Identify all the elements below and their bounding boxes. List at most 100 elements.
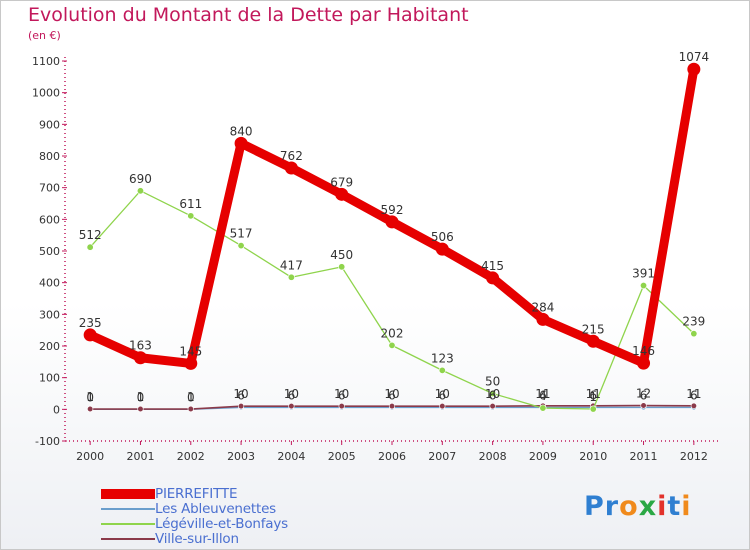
data-point (237, 242, 245, 250)
data-label: 6 (438, 388, 446, 402)
data-label: 11 (686, 387, 701, 401)
data-label: 6 (489, 388, 497, 402)
logo-letter: t (667, 491, 682, 522)
data-label: 517 (230, 227, 253, 241)
data-point (539, 404, 547, 412)
data-point (489, 403, 496, 410)
data-label: 1 (187, 390, 195, 404)
data-label: 50 (485, 375, 500, 389)
logo-letter: i (681, 491, 692, 522)
series-pierrefitte (83, 62, 701, 370)
data-label: 284 (531, 300, 554, 314)
data-label: 6 (237, 388, 245, 402)
logo-letter: o (619, 491, 639, 522)
data-label: 417 (280, 258, 303, 272)
data-label: 163 (129, 339, 152, 353)
data-label: 0 (187, 390, 195, 404)
data-point (589, 405, 597, 413)
y-tick-label: 1100 (32, 55, 60, 68)
data-label: 10 (284, 387, 299, 401)
data-point (637, 356, 651, 370)
data-label: 1 (137, 390, 145, 404)
chart-legend: PIERREFITTE Les Ableuvenettes Légéville-et… (101, 485, 288, 547)
legend-item: Ville-sur-Illon (101, 530, 288, 547)
data-point (335, 187, 349, 201)
legend-label: Ville-sur-Illon (155, 530, 239, 547)
data-point (385, 215, 399, 229)
x-tick-label: 2003 (227, 450, 255, 463)
data-label: 1074 (679, 50, 710, 64)
data-point (86, 243, 94, 251)
data-label: 123 (431, 351, 454, 365)
x-tick-label: 2001 (126, 450, 154, 463)
data-label: 6 (539, 388, 547, 402)
data-label: 391 (632, 267, 655, 281)
data-point (338, 263, 346, 271)
y-tick-label: 900 (39, 118, 60, 131)
data-point (184, 356, 198, 370)
x-tick-label: 2004 (277, 450, 305, 463)
chart-unit: (en €) (28, 29, 61, 42)
y-tick-label: 500 (39, 245, 60, 258)
legend-swatch (101, 507, 155, 510)
data-label: 202 (381, 326, 404, 340)
data-label: 235 (79, 316, 102, 330)
y-tick-label: 0 (53, 403, 60, 416)
data-point (439, 403, 446, 410)
data-label: 10 (435, 387, 450, 401)
data-label: 11 (586, 387, 601, 401)
legend-item: PIERREFITTE (101, 485, 288, 502)
legend-label: Les Ableuvenettes (155, 500, 277, 517)
data-label: 6 (589, 388, 597, 402)
data-label: 4 (539, 389, 547, 403)
data-label: 840 (230, 124, 253, 138)
x-tick-label: 2008 (479, 450, 507, 463)
legend-label: PIERREFITTE (155, 485, 238, 502)
data-label: 6 (640, 388, 648, 402)
data-label: 0 (137, 390, 145, 404)
data-point (690, 402, 697, 409)
data-label: 690 (129, 172, 152, 186)
data-point (586, 334, 600, 348)
x-tick-label: 2009 (529, 450, 557, 463)
x-tick-label: 2000 (76, 450, 104, 463)
data-point (187, 405, 194, 413)
data-point (690, 330, 698, 338)
data-label: 10 (485, 387, 500, 401)
data-label: 506 (431, 230, 454, 244)
y-tick-label: 400 (39, 277, 60, 290)
data-label: 239 (682, 315, 705, 329)
data-label: 1 (589, 390, 597, 404)
x-tick-label: 2002 (177, 450, 205, 463)
data-point (486, 271, 500, 285)
data-label: 12 (636, 387, 651, 401)
data-point (388, 403, 396, 410)
data-point (133, 351, 147, 365)
data-point (388, 341, 396, 349)
x-tick-label: 2011 (630, 450, 658, 463)
data-label: 415 (481, 259, 504, 273)
data-point (536, 312, 550, 326)
data-label: 145 (179, 344, 202, 358)
y-tick-label: 1000 (32, 87, 60, 100)
data-label: 762 (280, 149, 303, 163)
legend-swatch (101, 522, 155, 525)
x-tick-label: 2005 (328, 450, 356, 463)
data-label: 0 (86, 390, 94, 404)
logo-letter: P (584, 491, 605, 522)
x-tick-label: 2007 (428, 450, 456, 463)
series-l-g-ville-et-bonfays (86, 187, 698, 413)
legend-swatch (101, 537, 155, 540)
y-tick-label: 600 (39, 213, 60, 226)
data-label: 215 (582, 322, 605, 336)
data-label: 10 (334, 387, 349, 401)
data-point (237, 403, 245, 410)
chart-axes: -100010020030040050060070080090010001100… (32, 55, 719, 463)
data-point (438, 366, 446, 374)
data-point (137, 405, 144, 413)
y-tick-label: 300 (39, 308, 60, 321)
y-tick-label: -100 (35, 435, 60, 448)
data-label: 6 (338, 388, 346, 402)
